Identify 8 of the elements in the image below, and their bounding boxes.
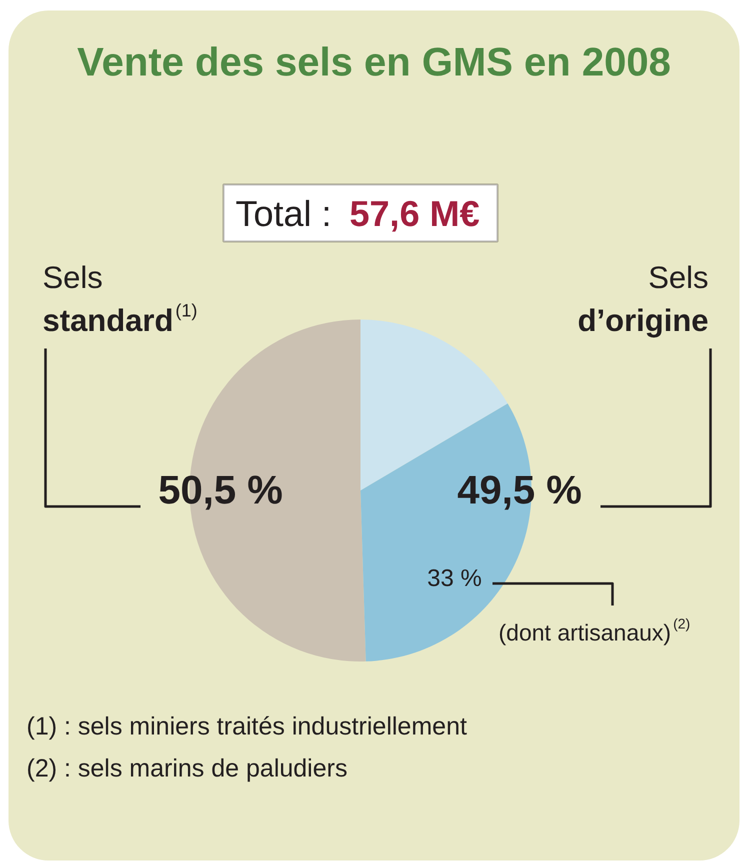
text: Total : 57,6 M€ — [235, 193, 480, 234]
text: (1) : sels miniers traités industriellement — [26, 712, 467, 740]
data-label: 50,5 % — [158, 468, 283, 512]
chart-title: Vente des sels en GMS en 2008 — [77, 40, 671, 84]
data-label: 33 % — [427, 565, 482, 592]
text: 49,5 % — [457, 468, 582, 512]
text: Sels d’origine — [578, 260, 709, 338]
text: (2) : sels marins de paludiers — [26, 754, 348, 782]
